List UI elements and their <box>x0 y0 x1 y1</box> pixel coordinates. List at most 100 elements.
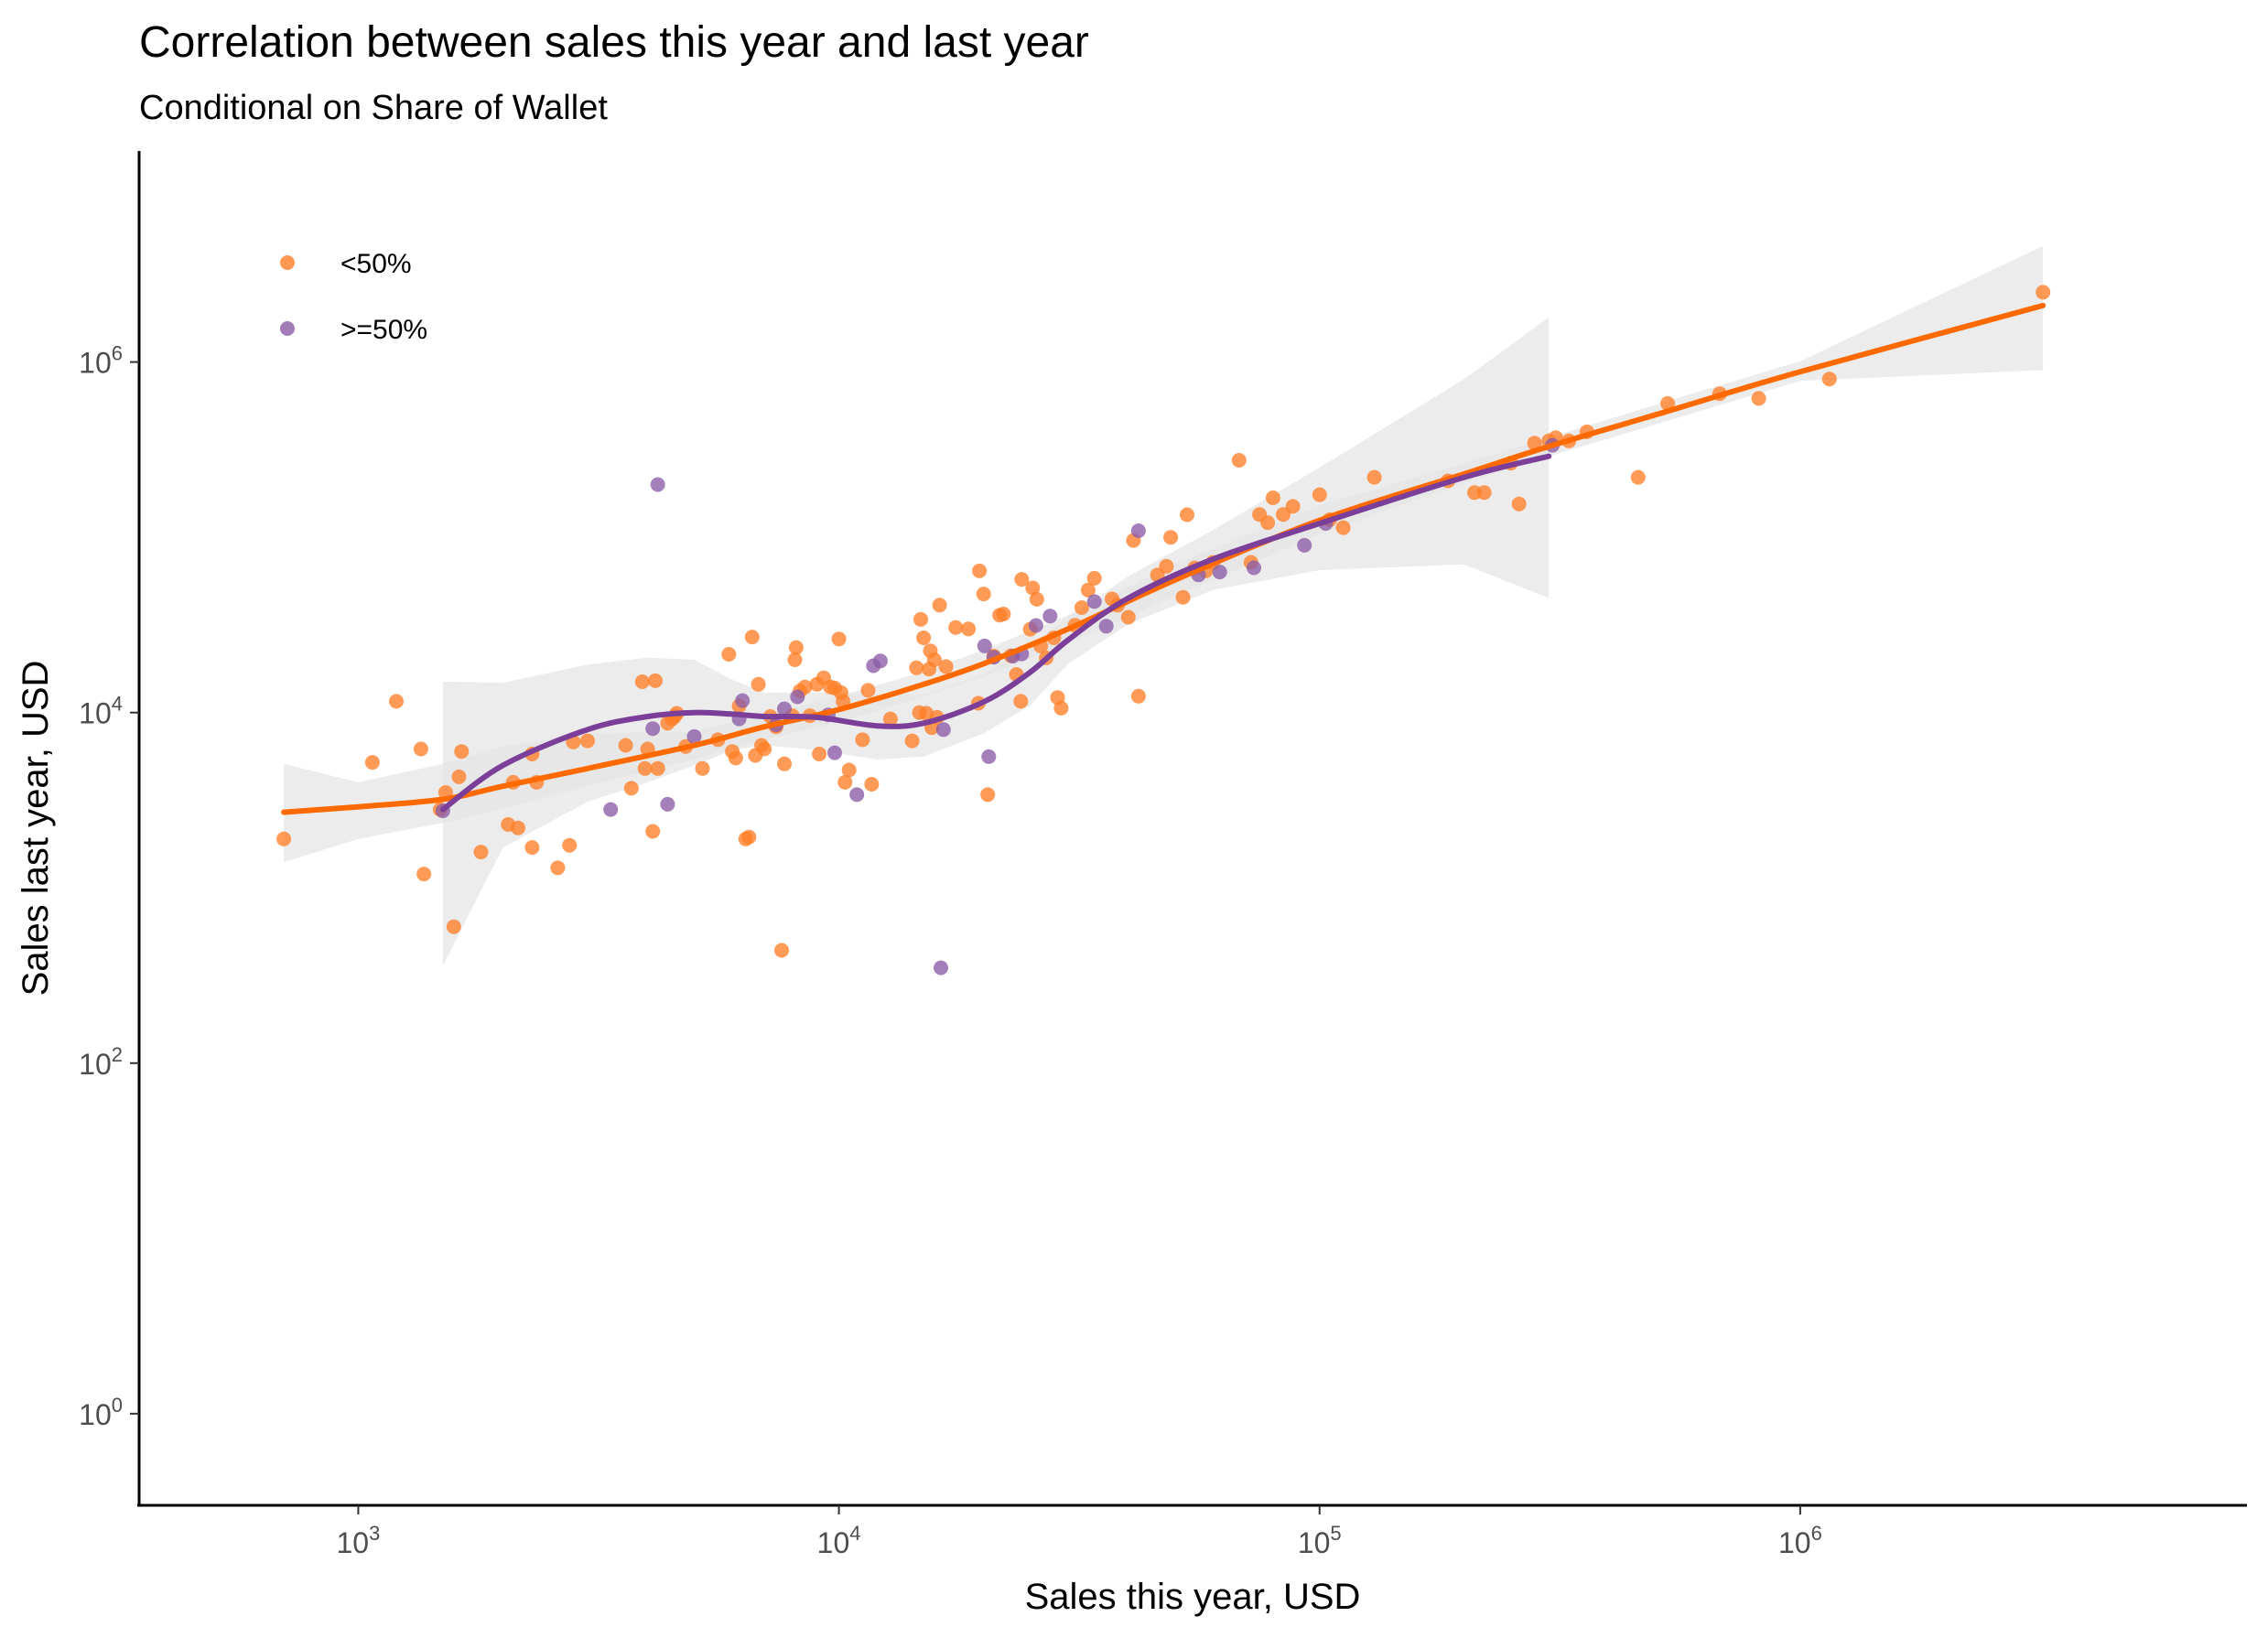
legend-marker-over50 <box>280 321 295 336</box>
point-lt50pct <box>1025 580 1041 596</box>
point-lt50pct <box>645 824 661 839</box>
point-ge50pct <box>790 689 805 705</box>
x-tick-label: 104 <box>817 1522 861 1559</box>
point-lt50pct <box>751 676 766 692</box>
point-lt50pct <box>695 760 710 776</box>
point-lt50pct <box>634 674 650 689</box>
point-lt50pct <box>618 738 633 753</box>
point-lt50pct <box>524 840 540 856</box>
point-lt50pct <box>996 607 1011 621</box>
point-lt50pct <box>1180 507 1194 523</box>
point-lt50pct <box>1276 507 1291 523</box>
point-lt50pct <box>650 760 665 776</box>
point-lt50pct <box>623 781 639 796</box>
point-lt50pct <box>637 760 653 776</box>
point-lt50pct <box>882 711 898 727</box>
point-lt50pct <box>1660 395 1676 411</box>
legend-label-under50: <50% <box>340 249 412 279</box>
point-lt50pct <box>961 621 977 637</box>
point-ge50pct <box>1247 560 1261 576</box>
chart-title: Correlation between sales this year and … <box>139 18 1089 67</box>
point-ge50pct <box>872 653 888 669</box>
y-tick-label: 106 <box>79 342 123 380</box>
point-lt50pct <box>728 750 743 766</box>
y-axis-ticks: 100 102 104 106 <box>79 342 139 1431</box>
point-lt50pct <box>831 631 847 647</box>
point-lt50pct <box>1265 490 1280 505</box>
point-lt50pct <box>648 673 663 688</box>
point-lt50pct <box>1366 469 1382 485</box>
point-lt50pct <box>416 867 432 882</box>
chart-subtitle: Conditional on Share of Wallet <box>139 89 608 127</box>
point-ge50pct <box>1086 594 1102 609</box>
point-ge50pct <box>1042 609 1058 624</box>
x-tick-label: 106 <box>1778 1522 1822 1559</box>
point-ge50pct <box>935 722 951 738</box>
y-tick-label: 102 <box>79 1043 123 1081</box>
confidence-band-ge50pct <box>442 317 1550 966</box>
point-lt50pct <box>1231 453 1247 468</box>
point-lt50pct <box>1312 487 1327 502</box>
point-lt50pct <box>1630 469 1646 485</box>
point-lt50pct <box>909 660 924 675</box>
point-ge50pct <box>827 745 842 760</box>
y-axis-title: Sales last year, USD <box>16 661 56 997</box>
point-ge50pct <box>977 638 992 653</box>
point-ge50pct <box>1028 618 1043 633</box>
point-lt50pct <box>364 755 380 771</box>
point-lt50pct <box>562 837 578 853</box>
point-lt50pct <box>1014 572 1030 587</box>
point-lt50pct <box>777 756 792 771</box>
point-lt50pct <box>1175 589 1191 605</box>
point-lt50pct <box>1120 609 1136 625</box>
point-lt50pct <box>511 820 525 835</box>
point-lt50pct <box>1029 591 1044 607</box>
x-axis-title: Sales this year, USD <box>1025 1577 1361 1617</box>
point-lt50pct <box>451 769 467 784</box>
point-ge50pct <box>1130 523 1146 538</box>
point-ge50pct <box>603 802 619 817</box>
confidence-bands <box>284 245 2044 966</box>
point-lt50pct <box>454 744 470 760</box>
point-lt50pct <box>741 829 757 845</box>
point-ge50pct <box>735 693 751 708</box>
point-ge50pct <box>1297 537 1312 553</box>
point-lt50pct <box>276 831 292 846</box>
point-lt50pct <box>926 652 942 667</box>
point-lt50pct <box>580 733 595 749</box>
point-ge50pct <box>686 728 702 744</box>
point-lt50pct <box>837 774 853 790</box>
point-ge50pct <box>1212 565 1227 580</box>
point-lt50pct <box>913 611 928 627</box>
point-lt50pct <box>774 943 789 958</box>
point-lt50pct <box>1074 600 1089 615</box>
point-lt50pct <box>904 733 920 749</box>
legend-label-over50: >=50% <box>340 315 427 345</box>
point-lt50pct <box>1335 520 1351 535</box>
point-lt50pct <box>787 652 803 667</box>
point-lt50pct <box>1821 372 1837 387</box>
x-tick-label: 103 <box>337 1522 381 1559</box>
point-ge50pct <box>660 796 675 812</box>
point-lt50pct <box>446 919 461 934</box>
point-lt50pct <box>1476 485 1492 501</box>
point-lt50pct <box>938 659 954 674</box>
point-lt50pct <box>1751 391 1766 406</box>
smooth-line-lt50pct <box>281 302 2047 815</box>
point-lt50pct <box>1053 700 1069 716</box>
point-lt50pct <box>976 587 991 602</box>
point-lt50pct <box>788 640 804 655</box>
legend-marker-under50 <box>280 255 295 270</box>
x-axis-ticks: 103 104 105 106 <box>337 1505 1822 1559</box>
point-lt50pct <box>948 620 964 635</box>
point-lt50pct <box>916 630 932 645</box>
point-ge50pct <box>645 721 661 737</box>
point-lt50pct <box>1086 570 1102 586</box>
legend: <50% >=50% <box>280 249 427 345</box>
point-lt50pct <box>1080 582 1096 598</box>
point-lt50pct <box>1511 496 1527 512</box>
point-lt50pct <box>864 777 880 792</box>
point-lt50pct <box>980 787 996 803</box>
point-lt50pct <box>1527 436 1542 451</box>
